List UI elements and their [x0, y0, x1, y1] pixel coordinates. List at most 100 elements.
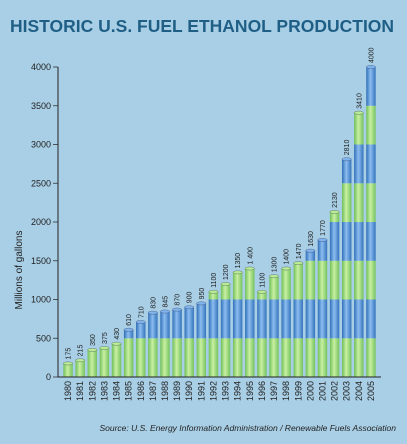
- data-label: 900: [187, 291, 194, 303]
- bar-cap: [220, 282, 231, 286]
- bar-segment: [99, 347, 110, 377]
- x-tick-label: 1985: [124, 381, 134, 401]
- bar-segment: [305, 260, 316, 300]
- data-label: 870: [175, 294, 182, 306]
- bar-segment: [329, 222, 340, 261]
- data-label: 430: [114, 328, 121, 340]
- bar-segment: [329, 211, 340, 222]
- y-axis-label: Millions of gallons: [14, 231, 25, 310]
- bar-segment: [366, 338, 376, 377]
- bar-cap: [366, 65, 376, 69]
- bar-segment: [208, 291, 219, 300]
- bar-segment: [329, 260, 340, 300]
- data-label: 1630: [308, 231, 315, 247]
- bar-segment: [208, 299, 219, 339]
- bar-segment: [354, 260, 364, 300]
- bar-segment: [245, 338, 255, 377]
- bar-segment: [123, 329, 134, 339]
- bar: [208, 289, 219, 377]
- bar-segment: [354, 112, 364, 145]
- data-label: 215: [78, 345, 85, 357]
- bar: [135, 320, 146, 377]
- bar-segment: [220, 338, 231, 377]
- bar-segment: [305, 338, 316, 377]
- bar-cap: [87, 348, 98, 352]
- source-note: Source: U.S. Energy Information Administ…: [99, 423, 396, 433]
- x-tick-label: 2004: [354, 381, 364, 401]
- chart-title: HISTORIC U.S. FUEL ETHANOL PRODUCTION: [10, 16, 394, 36]
- bar-segment: [172, 309, 182, 339]
- bar-cap: [111, 341, 122, 346]
- x-tick-label: 1991: [196, 381, 206, 401]
- bar-cap: [317, 238, 328, 242]
- bar-segment: [148, 338, 158, 377]
- y-tick-label: 500: [36, 333, 51, 343]
- bar-segment: [160, 311, 170, 339]
- bar-segment: [366, 144, 376, 184]
- bar-segment: [317, 299, 328, 339]
- bar-cap: [172, 307, 182, 312]
- bar: [281, 266, 292, 377]
- bar-segment: [257, 299, 267, 339]
- bar-segment: [208, 338, 219, 377]
- bar-segment: [366, 222, 376, 261]
- bar-segment: [148, 312, 158, 339]
- x-tick-label: 1980: [63, 381, 73, 401]
- bar-cap: [257, 289, 267, 294]
- bar-segment: [160, 338, 170, 377]
- bar-cap: [123, 327, 134, 332]
- data-label: 845: [162, 296, 169, 308]
- bar-segment: [341, 159, 352, 184]
- bar: [329, 210, 340, 377]
- bar: [353, 110, 364, 377]
- x-tick-label: 1981: [75, 381, 85, 401]
- y-tick-label: 2500: [31, 178, 51, 188]
- data-label: 830: [150, 297, 157, 309]
- data-label: 950: [199, 288, 206, 300]
- x-tick-label: 1995: [245, 381, 255, 401]
- x-tick-label: 1990: [184, 381, 194, 401]
- y-tick-label: 1500: [31, 256, 51, 266]
- bar-segment: [111, 343, 122, 377]
- bar: [87, 348, 98, 377]
- bar: [244, 266, 255, 377]
- x-tick-label: 1986: [136, 381, 146, 401]
- data-label: 2810: [344, 140, 351, 156]
- bar-segment: [257, 338, 267, 377]
- bar-segment: [366, 183, 376, 222]
- bar-segment: [317, 260, 328, 300]
- data-label: 710: [138, 306, 145, 318]
- bar: [293, 261, 304, 377]
- bar-cap: [341, 157, 352, 161]
- data-label: 1100: [259, 273, 266, 288]
- bar: [75, 358, 86, 377]
- bar-segment: [341, 299, 352, 339]
- bar-segment: [184, 307, 194, 339]
- data-labels: 175 215 350 375 430 610 710 830 845 870 900 950 1100…: [66, 47, 376, 359]
- y-tick-label: 3000: [31, 140, 51, 150]
- x-tick-label: 1997: [269, 381, 279, 401]
- bar: [257, 289, 267, 377]
- bar-segment: [281, 268, 291, 300]
- x-tick-label: 1983: [99, 381, 109, 401]
- bars: [63, 65, 376, 377]
- bar-segment: [366, 260, 376, 300]
- bar-segment: [184, 338, 194, 377]
- data-label: 1770: [320, 220, 327, 236]
- bar-cap: [135, 320, 146, 324]
- x-tick-label: 1982: [87, 381, 97, 401]
- bar-segment: [75, 360, 85, 377]
- x-tick-label: 1989: [172, 381, 182, 401]
- bar-segment: [354, 299, 364, 339]
- x-tick-label: 1994: [233, 381, 243, 401]
- bar-segment: [269, 338, 279, 377]
- bar-segment: [293, 263, 303, 300]
- bar: [172, 307, 182, 377]
- x-tick-label: 2001: [317, 381, 327, 401]
- bar-cap: [281, 266, 292, 271]
- bar-segment: [305, 250, 316, 261]
- bar-cap: [293, 261, 304, 265]
- y-tick-label: 2000: [31, 217, 51, 227]
- bar: [111, 341, 122, 377]
